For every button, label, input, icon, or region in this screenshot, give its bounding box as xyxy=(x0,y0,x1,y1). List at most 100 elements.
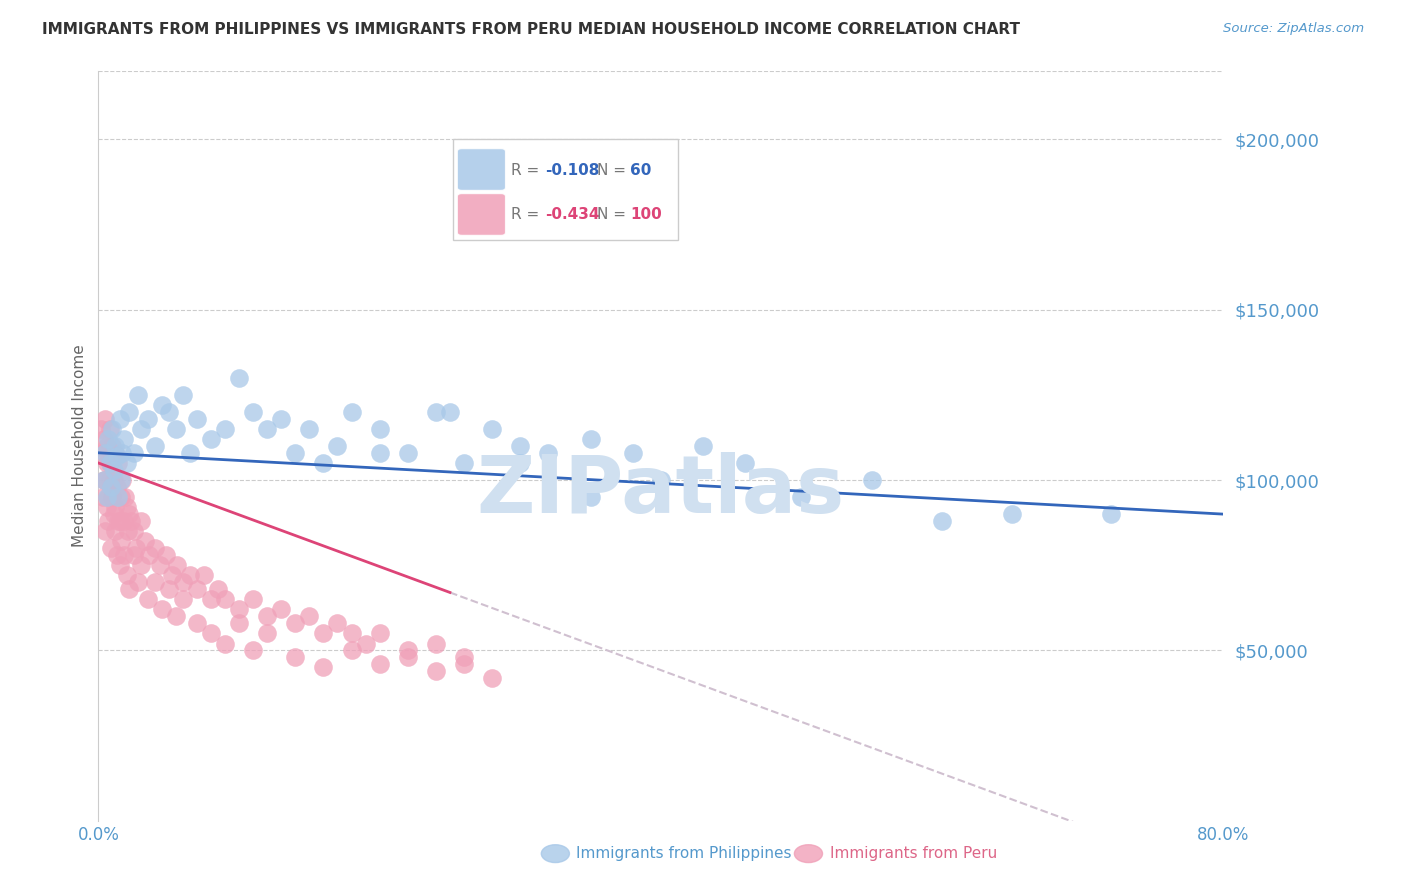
Point xyxy=(256,422,278,436)
Point xyxy=(118,582,141,596)
Point xyxy=(368,626,391,640)
Point xyxy=(101,490,124,504)
Point xyxy=(98,422,121,436)
Point xyxy=(143,575,166,590)
Point xyxy=(129,422,152,436)
Point xyxy=(115,456,138,470)
Point xyxy=(425,636,447,650)
Point xyxy=(129,558,152,573)
Point xyxy=(368,657,391,671)
Point xyxy=(242,643,264,657)
Text: IMMIGRANTS FROM PHILIPPINES VS IMMIGRANTS FROM PERU MEDIAN HOUSEHOLD INCOME CORR: IMMIGRANTS FROM PHILIPPINES VS IMMIGRANT… xyxy=(42,22,1021,37)
Text: -0.108: -0.108 xyxy=(546,162,599,178)
Point xyxy=(150,398,173,412)
Point xyxy=(138,548,160,562)
Point xyxy=(439,405,461,419)
Point xyxy=(256,609,278,624)
Point xyxy=(312,456,335,470)
Text: N =: N = xyxy=(596,162,630,178)
Point xyxy=(284,616,307,631)
Point xyxy=(214,636,236,650)
Point xyxy=(122,548,145,562)
Point xyxy=(166,558,188,573)
Point xyxy=(537,446,560,460)
Point xyxy=(734,456,756,470)
Point xyxy=(481,671,503,685)
Point xyxy=(172,575,194,590)
Point xyxy=(453,657,475,671)
Point xyxy=(284,446,307,460)
Point xyxy=(298,609,321,624)
Point xyxy=(165,422,187,436)
Point xyxy=(790,490,813,504)
FancyBboxPatch shape xyxy=(457,149,506,191)
Point xyxy=(214,592,236,607)
Point xyxy=(100,480,122,494)
Text: 60: 60 xyxy=(630,162,652,178)
Point xyxy=(172,592,194,607)
Point xyxy=(107,514,129,528)
Point xyxy=(91,490,114,504)
Point xyxy=(143,439,166,453)
Point xyxy=(100,541,122,556)
Point xyxy=(186,616,208,631)
Text: R =: R = xyxy=(512,207,544,222)
Point xyxy=(284,650,307,665)
Point xyxy=(509,439,531,453)
Point xyxy=(111,473,134,487)
Point xyxy=(425,664,447,678)
Text: 100: 100 xyxy=(630,207,662,222)
Point xyxy=(481,422,503,436)
Point xyxy=(104,439,127,453)
Point xyxy=(115,500,138,515)
Point xyxy=(340,405,363,419)
Point xyxy=(326,439,349,453)
Point xyxy=(214,422,236,436)
Point xyxy=(179,568,201,582)
Point xyxy=(509,456,531,470)
Point xyxy=(621,446,644,460)
Point xyxy=(105,449,128,463)
Y-axis label: Median Household Income: Median Household Income xyxy=(72,344,87,548)
Text: ZIPatlas: ZIPatlas xyxy=(477,452,845,530)
Point xyxy=(172,388,194,402)
Point xyxy=(860,473,883,487)
Point xyxy=(97,432,120,446)
Point xyxy=(114,490,136,504)
Point xyxy=(103,463,125,477)
Point xyxy=(368,422,391,436)
Point xyxy=(104,500,127,515)
Point xyxy=(94,446,117,460)
Point xyxy=(650,473,672,487)
Point xyxy=(93,473,115,487)
Point xyxy=(90,422,112,436)
Point xyxy=(270,411,292,425)
Point xyxy=(150,602,173,616)
Point xyxy=(98,473,121,487)
Point xyxy=(101,422,124,436)
Point xyxy=(97,446,120,460)
Point xyxy=(94,411,117,425)
Text: -0.434: -0.434 xyxy=(546,207,599,222)
Point xyxy=(692,439,714,453)
Point xyxy=(270,602,292,616)
Point xyxy=(97,490,120,504)
Point xyxy=(396,446,419,460)
Point xyxy=(117,524,139,538)
Point xyxy=(122,446,145,460)
Text: Source: ZipAtlas.com: Source: ZipAtlas.com xyxy=(1223,22,1364,36)
Point xyxy=(104,446,127,460)
Point xyxy=(200,432,222,446)
Point xyxy=(111,446,134,460)
Point xyxy=(157,582,180,596)
Point xyxy=(354,636,377,650)
Point xyxy=(96,490,118,504)
Text: Immigrants from Peru: Immigrants from Peru xyxy=(830,847,997,861)
Point xyxy=(453,456,475,470)
Point xyxy=(96,500,118,515)
Point xyxy=(579,490,602,504)
Point xyxy=(100,456,122,470)
Point xyxy=(143,541,166,556)
Point xyxy=(1099,507,1122,521)
Point xyxy=(127,575,149,590)
